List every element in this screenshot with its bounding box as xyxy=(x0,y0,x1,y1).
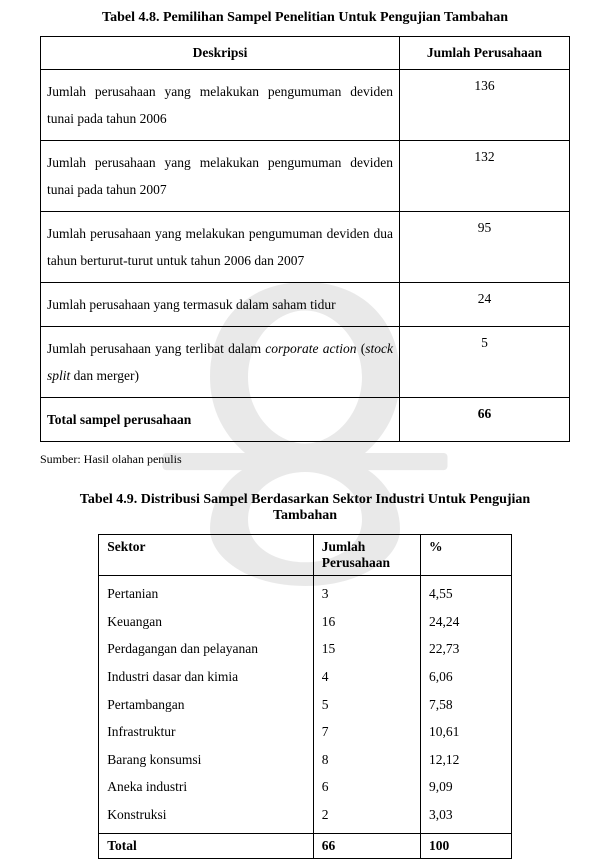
table-row: Jumlah perusahaan yang melakukan pengumu… xyxy=(41,212,570,283)
table-row-total: Total sampel perusahaan 66 xyxy=(41,398,570,442)
row-desc-total: Total sampel perusahaan xyxy=(41,398,400,442)
row-count: 5 xyxy=(400,327,570,398)
table2-header-row: Sektor Jumlah Perusahaan % xyxy=(99,535,511,576)
total-count: 66 xyxy=(313,833,420,858)
total-label: Total xyxy=(99,833,313,858)
table1-title: Tabel 4.8. Pemilihan Sampel Penelitian U… xyxy=(40,10,570,26)
table1-header-desc: Deskripsi xyxy=(41,37,400,70)
row-desc: Jumlah perusahaan yang melakukan pengumu… xyxy=(41,212,400,283)
table-row: Jumlah perusahaan yang melakukan pengumu… xyxy=(41,141,570,212)
table2-header-sector: Sektor xyxy=(99,535,313,576)
table1: Deskripsi Jumlah Perusahaan Jumlah perus… xyxy=(40,36,570,442)
table2-body-row: Pertanian Keuangan Perdagangan dan pelay… xyxy=(99,576,511,834)
table-row: Jumlah perusahaan yang terlibat dalam co… xyxy=(41,327,570,398)
table2-title: Tabel 4.9. Distribusi Sampel Berdasarkan… xyxy=(40,492,570,524)
table1-header-row: Deskripsi Jumlah Perusahaan xyxy=(41,37,570,70)
table2-header-count: Jumlah Perusahaan xyxy=(313,535,420,576)
row-desc: Jumlah perusahaan yang termasuk dalam sa… xyxy=(41,283,400,327)
source-note: Sumber: Hasil olahan penulis xyxy=(40,452,570,467)
total-pct: 100 xyxy=(420,833,511,858)
row-count: 95 xyxy=(400,212,570,283)
row-count: 132 xyxy=(400,141,570,212)
row-count: 24 xyxy=(400,283,570,327)
table-row: Jumlah perusahaan yang melakukan pengumu… xyxy=(41,70,570,141)
row-desc: Jumlah perusahaan yang terlibat dalam co… xyxy=(41,327,400,398)
table1-header-count: Jumlah Perusahaan xyxy=(400,37,570,70)
table2-total-row: Total 66 100 xyxy=(99,833,511,858)
row-desc: Jumlah perusahaan yang melakukan pengumu… xyxy=(41,70,400,141)
sector-counts: 3 16 15 4 5 7 8 6 2 xyxy=(313,576,420,834)
table2: Sektor Jumlah Perusahaan % Pertanian Keu… xyxy=(98,534,511,859)
sector-names: Pertanian Keuangan Perdagangan dan pelay… xyxy=(99,576,313,834)
row-count: 136 xyxy=(400,70,570,141)
row-count-total: 66 xyxy=(400,398,570,442)
sector-pcts: 4,55 24,24 22,73 6,06 7,58 10,61 12,12 9… xyxy=(420,576,511,834)
table-row: Jumlah perusahaan yang termasuk dalam sa… xyxy=(41,283,570,327)
row-desc: Jumlah perusahaan yang melakukan pengumu… xyxy=(41,141,400,212)
table2-header-pct: % xyxy=(420,535,511,576)
